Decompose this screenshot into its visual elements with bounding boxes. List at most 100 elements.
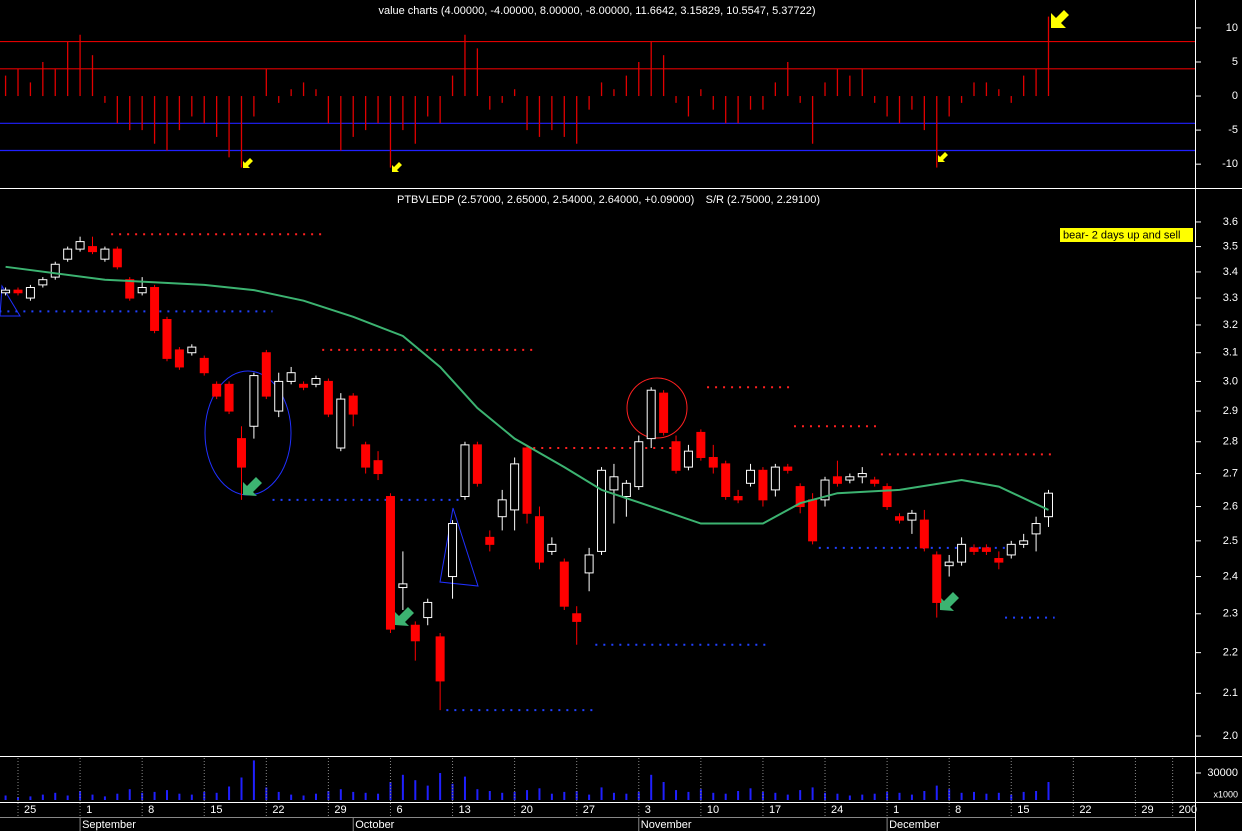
volume-bar <box>439 773 442 800</box>
x-tick-label: 15 <box>210 804 222 816</box>
month-label: October <box>355 819 394 831</box>
volume-bar <box>637 791 640 800</box>
volume-bar <box>401 774 404 800</box>
volume-bar <box>476 789 479 800</box>
oscillator-title: value charts (4.00000, -4.00000, 8.00000… <box>378 5 815 17</box>
candle-body <box>770 466 780 491</box>
candle-body <box>100 248 110 260</box>
candle-body <box>323 380 333 415</box>
arrow <box>940 592 959 611</box>
volume-bar <box>985 793 988 800</box>
candle-body <box>224 383 234 412</box>
candle-body <box>857 473 867 478</box>
candle-body <box>472 444 482 484</box>
y-tick-label: 2.0 <box>1223 730 1238 742</box>
candle-body <box>249 375 259 427</box>
x-tick-label: 25 <box>24 804 36 816</box>
candle-body <box>13 289 23 294</box>
x-tick-label: 22 <box>272 804 284 816</box>
volume-bar <box>190 794 193 800</box>
candle-body <box>336 398 346 449</box>
price-subtitle: S/R (2.75000, 2.29100) <box>706 194 820 206</box>
volume-bar <box>203 791 206 800</box>
volume-bar <box>314 793 317 800</box>
candle-body <box>944 561 954 567</box>
y-tick-label: 5 <box>1232 56 1238 68</box>
candle-body <box>1 289 11 294</box>
candle-body <box>212 383 222 397</box>
y-tick-label: 2.8 <box>1223 436 1238 448</box>
candle-body <box>820 479 830 501</box>
volume-bar <box>128 789 131 800</box>
x-tick-label: 17 <box>769 804 781 816</box>
candle-body <box>832 476 842 484</box>
candle-body <box>423 601 433 619</box>
candle-body <box>522 447 532 514</box>
y-tick-label: 0 <box>1232 90 1238 102</box>
arrow <box>1051 10 1069 28</box>
volume-bar <box>29 796 32 800</box>
x-tick-label: 20 <box>521 804 533 816</box>
volume-bar <box>526 790 529 800</box>
y-tick-label: 2.5 <box>1223 535 1238 547</box>
candle-body <box>75 241 85 250</box>
volume-bar <box>153 791 156 800</box>
candle-body <box>398 583 408 589</box>
candle-body <box>907 512 917 521</box>
volume-bar <box>848 795 851 800</box>
candle-body <box>125 279 135 299</box>
candle-body <box>50 263 60 278</box>
circle-drawing <box>626 377 688 439</box>
candle-body <box>1019 540 1029 545</box>
y-tick-label: 3.2 <box>1223 319 1238 331</box>
candle-body <box>497 499 507 518</box>
price-title: PTBVLEDP (2.57000, 2.65000, 2.54000, 2.6… <box>397 194 694 206</box>
candle-body <box>199 357 209 374</box>
arrow <box>243 477 262 496</box>
y-tick-label: 2.2 <box>1223 647 1238 659</box>
volume-bar <box>364 792 367 800</box>
x-tick-label: 8 <box>955 804 961 816</box>
x-tick-label: 8 <box>148 804 154 816</box>
volume-bar <box>799 790 802 800</box>
y-tick-label: 3.1 <box>1223 347 1238 359</box>
volume-bar <box>265 787 268 800</box>
candle-body <box>63 248 73 260</box>
volume-bar <box>41 794 44 800</box>
y-tick-label: 2.6 <box>1223 500 1238 512</box>
volume-bar <box>141 792 144 800</box>
volume-bar <box>737 791 740 800</box>
volume-bar <box>79 791 82 800</box>
x-tick-label: 10 <box>707 804 719 816</box>
volume-bar <box>650 774 653 800</box>
candle-body <box>919 519 929 549</box>
candle-body <box>286 372 296 382</box>
volume-bar <box>973 791 976 800</box>
candle-body <box>646 389 656 440</box>
volume-bar <box>612 792 615 800</box>
volume-bar <box>103 796 106 800</box>
candle-body <box>895 516 905 521</box>
y-tick-label: 30000 <box>1207 767 1238 779</box>
volume-bar <box>91 794 94 800</box>
candle-body <box>969 547 979 552</box>
candle-body <box>87 246 97 253</box>
x-tick-label: 24 <box>831 804 843 816</box>
candle-body <box>733 496 743 501</box>
volume-bar <box>824 792 827 800</box>
volume-bar <box>662 782 665 800</box>
volume-bar <box>426 785 429 800</box>
candle-body <box>38 279 48 286</box>
volume-bar <box>923 791 926 800</box>
candle-body <box>236 438 246 468</box>
x-tick-label: 1 <box>86 804 92 816</box>
candle-body <box>721 463 731 498</box>
volume-bar <box>178 793 181 800</box>
volume-bar <box>786 794 789 800</box>
month-label: September <box>82 819 136 831</box>
volume-bar <box>339 789 342 800</box>
candle-body <box>584 554 594 574</box>
candle-body <box>150 287 160 331</box>
candle-body <box>845 476 855 481</box>
